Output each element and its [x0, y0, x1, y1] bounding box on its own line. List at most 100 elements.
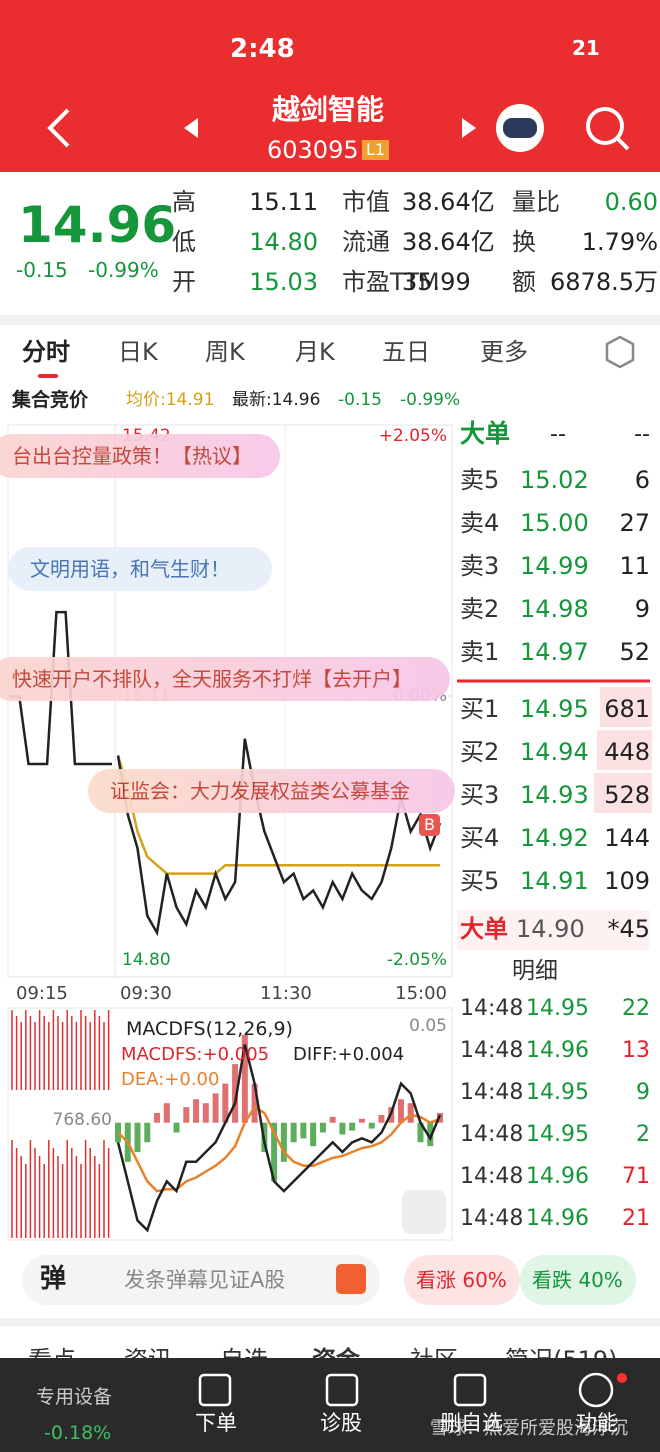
book-label: 卖4	[460, 509, 500, 537]
tab[interactable]: 日K	[118, 338, 158, 366]
volume-highlight	[597, 730, 652, 770]
nav-item[interactable]: 下单	[195, 1411, 237, 1435]
macd-bar	[202, 1103, 209, 1123]
stock-code: 603095	[267, 136, 359, 164]
tab[interactable]: 分时	[22, 338, 70, 366]
info-pct: -0.99%	[400, 390, 461, 410]
search-handle	[615, 136, 630, 151]
macd-bar	[163, 1103, 170, 1123]
book-value: --	[550, 422, 566, 447]
stat-label: 量比	[512, 188, 560, 216]
danmaku[interactable]: 文明用语，和气生财！	[8, 547, 272, 591]
book-price: 14.95	[520, 695, 589, 723]
trade-volume: 13	[622, 1038, 650, 1063]
danmaku[interactable]: 台出台控量政策！【热议】	[0, 434, 280, 478]
book-price: 14.90	[516, 915, 585, 943]
info-label: 集合竞价	[12, 389, 89, 411]
book-value: --	[634, 422, 650, 447]
big-order-bg	[457, 910, 650, 950]
book-volume: 27	[619, 509, 650, 537]
book-price: 14.91	[520, 867, 589, 895]
book-volume: *45	[607, 915, 650, 943]
book-volume: 528	[604, 781, 650, 809]
detail-title: 明细	[512, 958, 558, 984]
book-label: 买2	[460, 738, 500, 766]
danmaku-icon: 弹	[40, 1264, 67, 1294]
tab[interactable]: 周K	[205, 338, 245, 366]
volume-highlight	[594, 773, 652, 813]
tab[interactable]: 月K	[295, 338, 335, 366]
trade-price: 14.95	[526, 996, 589, 1021]
status-time: 2:48	[230, 34, 295, 64]
macd-bar	[397, 1099, 404, 1123]
search-icon[interactable]	[586, 107, 624, 145]
trade-volume: 22	[622, 996, 650, 1021]
chart-frame	[7, 424, 453, 978]
stat-value: 35.99	[402, 268, 471, 296]
danmaku[interactable]: 证监会：大力发展权益类公募基金	[88, 769, 455, 813]
prev-icon[interactable]	[184, 118, 198, 138]
book-label: 卖1	[460, 638, 500, 666]
bull-button[interactable]	[404, 1255, 520, 1305]
book-label: 买4	[460, 824, 500, 852]
stat-value: 15.03	[249, 268, 318, 296]
trade-time: 14:48	[460, 1164, 524, 1189]
x-label: 09:30	[120, 983, 172, 1004]
dea-value: DEA:+0.00	[121, 1069, 220, 1090]
macd-value: MACDFS:+0.005	[121, 1044, 270, 1065]
gift-icon[interactable]	[336, 1264, 366, 1294]
macd-bar	[300, 1122, 307, 1139]
book-price: 14.93	[520, 781, 589, 809]
macd-bar	[280, 1122, 287, 1162]
bear-button[interactable]	[520, 1255, 636, 1305]
stat-label: 高	[172, 188, 196, 216]
avg-price: 均价:14.91	[126, 390, 215, 410]
macd-bar	[310, 1122, 317, 1147]
battery: 21	[572, 36, 600, 60]
danmaku[interactable]: 快速开户不排队，全天服务不打烊【去开户】	[0, 657, 450, 701]
macd-axis: 0.05	[409, 1016, 447, 1036]
change-pct: -0.99%	[88, 258, 159, 282]
next-icon[interactable]	[462, 118, 476, 138]
macd-bar	[212, 1093, 219, 1123]
macd-bar	[319, 1122, 326, 1133]
book-label: 卖2	[460, 595, 500, 623]
stat-value: 6878.5万	[550, 268, 658, 296]
trade-price: 14.95	[526, 1080, 589, 1105]
macd-bar	[339, 1122, 346, 1135]
macd-bar	[349, 1122, 356, 1131]
x-label: 15:00	[395, 983, 447, 1004]
tab[interactable]: 更多	[480, 338, 528, 366]
tab[interactable]: 五日	[382, 338, 430, 366]
book-volume: 9	[634, 595, 650, 623]
auction-line	[10, 610, 112, 766]
macd-bar	[417, 1122, 424, 1143]
trade-time: 14:48	[460, 1038, 524, 1063]
stat-label: 换	[512, 228, 536, 256]
settings-icon[interactable]	[605, 335, 635, 369]
macd-bar	[144, 1122, 151, 1143]
macd-bar	[251, 1083, 258, 1123]
macd-bar	[193, 1099, 200, 1123]
trade-price: 14.95	[526, 1122, 589, 1147]
book-volume: 681	[604, 695, 650, 723]
comment-input[interactable]	[22, 1255, 380, 1305]
diff-line	[116, 1044, 442, 1233]
macd-title[interactable]: MACDFS(12,26,9)	[126, 1018, 293, 1040]
nav-item[interactable]: 功能	[576, 1411, 618, 1435]
macd-bar	[154, 1112, 161, 1123]
nav-item[interactable]: 诊股	[320, 1411, 362, 1435]
expand-icon[interactable]	[402, 1190, 446, 1234]
stat-label: 低	[172, 228, 196, 256]
nav-item[interactable]: 删自选	[440, 1411, 503, 1435]
macd-bar	[183, 1107, 190, 1123]
book-volume: 144	[604, 824, 650, 852]
tab-underline	[38, 374, 58, 378]
book-volume: 11	[619, 552, 650, 580]
back-icon[interactable]	[47, 108, 70, 148]
book-label: 卖5	[460, 466, 500, 494]
book-price: 15.02	[520, 466, 589, 494]
trade-price: 14.96	[526, 1038, 589, 1063]
macd-bar	[232, 1064, 239, 1123]
